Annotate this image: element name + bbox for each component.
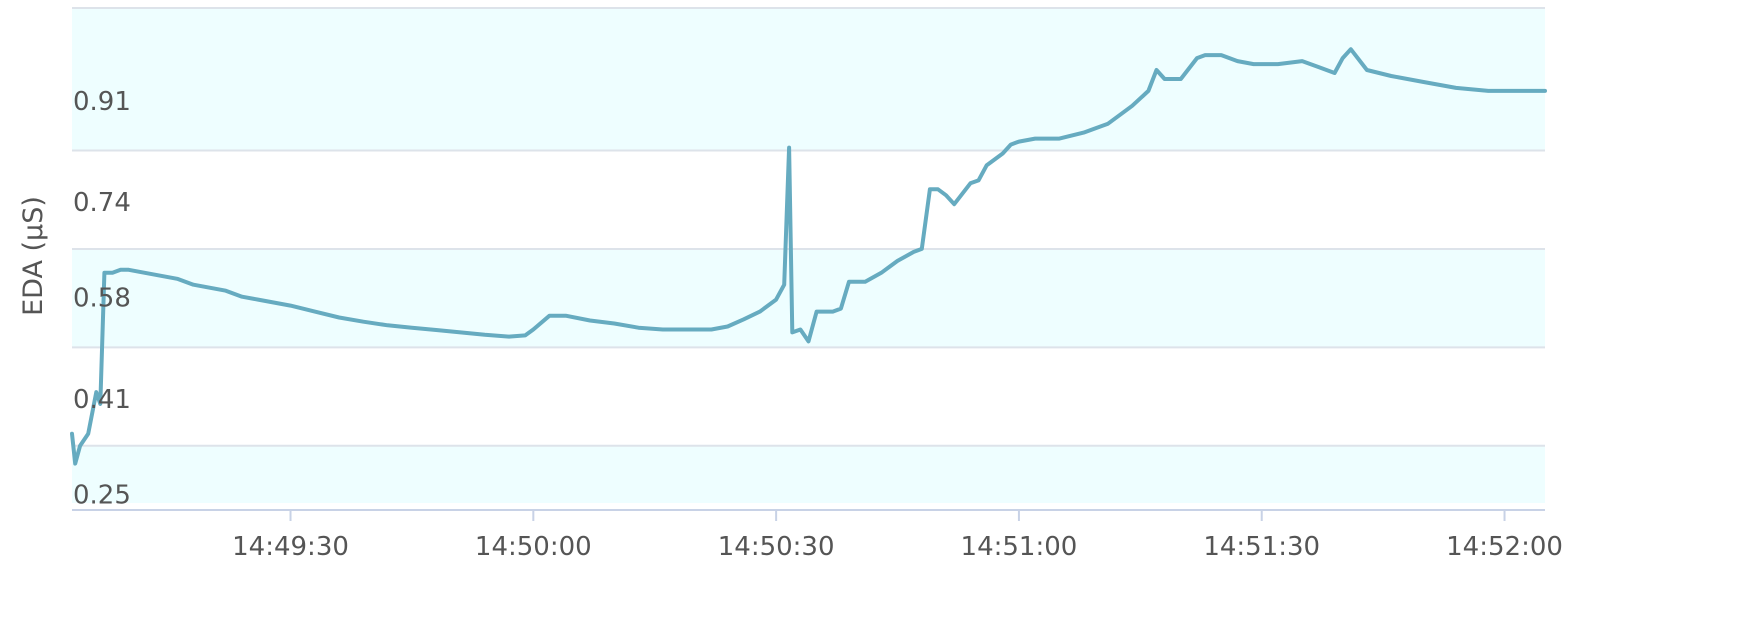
- y-tick-label: 0.25: [73, 480, 131, 510]
- y-tick-label: 0.41: [73, 385, 131, 415]
- x-tick-label: 14:51:00: [961, 532, 1078, 562]
- eda-series: [70, 47, 1547, 466]
- x-tick-label: 14:49:30: [232, 532, 349, 562]
- y-tick-label: 0.74: [73, 188, 131, 218]
- x-axis-ticks: 14:49:30 14:50:00 14:50:30 14:51:00 14:51:30…: [232, 510, 1563, 562]
- y-axis-title: EDA (µS): [18, 196, 49, 316]
- y-axis-tick-labels: 0.25 0.41 0.58 0.74 0.91: [73, 87, 131, 511]
- plot-band: [72, 8, 1545, 151]
- x-tick-label: 14:52:00: [1446, 532, 1563, 562]
- plot-bands: [72, 8, 1545, 503]
- plot-band: [72, 445, 1545, 503]
- eda-series-line: [70, 47, 1547, 466]
- plot-band: [72, 248, 1545, 348]
- y-tick-label: 0.58: [73, 284, 131, 314]
- y-gridlines: [72, 7, 1545, 447]
- x-tick-label: 14:50:30: [718, 532, 835, 562]
- y-tick-label: 0.91: [73, 87, 131, 117]
- x-tick-label: 14:51:30: [1203, 532, 1320, 562]
- x-tick-label: 14:50:00: [475, 532, 592, 562]
